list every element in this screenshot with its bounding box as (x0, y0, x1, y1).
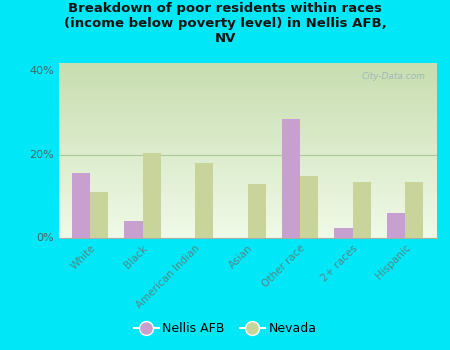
Legend: Nellis AFB, Nevada: Nellis AFB, Nevada (129, 317, 321, 340)
Bar (282, 119, 300, 238)
Bar (387, 213, 405, 238)
Bar (143, 153, 161, 238)
Text: 0%: 0% (36, 233, 54, 243)
Bar (352, 182, 371, 238)
Bar (300, 175, 319, 238)
Bar (405, 182, 423, 238)
Text: Breakdown of poor residents within races
(income below poverty level) in Nellis : Breakdown of poor residents within races… (63, 2, 387, 45)
Text: City-Data.com: City-Data.com (361, 72, 425, 81)
Text: 20%: 20% (29, 150, 54, 160)
Bar (195, 163, 213, 238)
Bar (72, 173, 90, 238)
Bar (124, 221, 143, 238)
Bar (334, 228, 352, 238)
Bar (248, 184, 266, 238)
Text: 40%: 40% (29, 66, 54, 76)
Bar (90, 192, 108, 238)
